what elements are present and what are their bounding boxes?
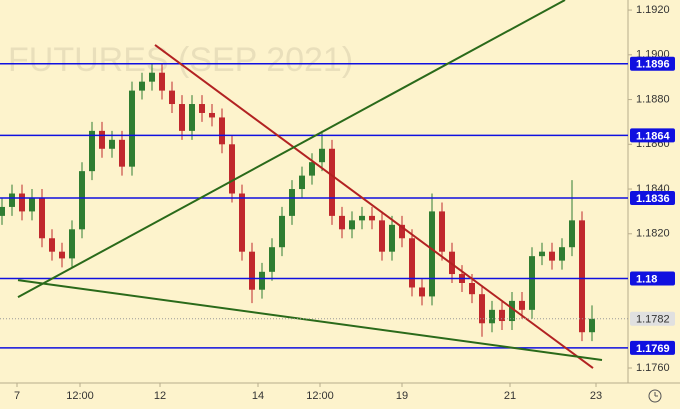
y-tick-label: 1.1820 bbox=[636, 228, 670, 240]
level-label: 1.18 bbox=[636, 273, 657, 285]
candle-body bbox=[49, 238, 55, 252]
candle-body bbox=[79, 171, 85, 230]
candle-body bbox=[219, 117, 225, 145]
candle-body bbox=[269, 247, 275, 272]
candle-body bbox=[489, 309, 495, 324]
y-tick-label: 1.1880 bbox=[636, 93, 670, 105]
level-label-box bbox=[630, 128, 675, 143]
level-label: 1.1896 bbox=[636, 59, 670, 71]
candle-body bbox=[389, 224, 395, 252]
x-tick-label: 14 bbox=[252, 390, 264, 402]
candle-body bbox=[109, 139, 115, 149]
y-tick-label: 1.1760 bbox=[636, 362, 670, 374]
candle-body bbox=[259, 271, 265, 290]
candle-body bbox=[499, 309, 505, 322]
candle-body bbox=[179, 104, 185, 131]
level-label: 1.1769 bbox=[636, 343, 670, 355]
candle-body bbox=[149, 72, 155, 82]
candle-body bbox=[119, 139, 125, 167]
settings-icon[interactable] bbox=[648, 389, 662, 403]
candle-body bbox=[189, 104, 195, 131]
candle-body bbox=[339, 215, 345, 230]
candle-body bbox=[439, 211, 445, 252]
trend-line bbox=[17, 0, 566, 298]
candle-body bbox=[59, 251, 65, 259]
x-tick-label: 21 bbox=[504, 390, 516, 402]
candle-body bbox=[159, 72, 165, 91]
candle-body bbox=[19, 193, 25, 212]
x-tick-label: 7 bbox=[14, 390, 20, 402]
candle-body bbox=[379, 220, 385, 252]
candle-body bbox=[479, 294, 485, 324]
candle-body bbox=[569, 220, 575, 248]
candle-body bbox=[199, 104, 205, 113]
candle-body bbox=[299, 175, 305, 190]
candle-body bbox=[399, 224, 405, 239]
watermark: FUTURES (SEP 2021) bbox=[8, 41, 353, 79]
x-tick-label: 19 bbox=[396, 390, 408, 402]
x-tick-label: 12:00 bbox=[306, 390, 334, 402]
candle-body bbox=[369, 215, 375, 221]
candle-body bbox=[209, 112, 215, 118]
candle-body bbox=[359, 215, 365, 221]
candle-body bbox=[69, 229, 75, 259]
last-price-box bbox=[630, 311, 675, 326]
x-tick-label: 12 bbox=[154, 390, 166, 402]
candle-body bbox=[29, 197, 35, 212]
candle-body bbox=[519, 300, 525, 310]
candle-body bbox=[579, 220, 585, 333]
level-label: 1.1836 bbox=[636, 193, 670, 205]
candle-body bbox=[229, 144, 235, 194]
trend-line bbox=[154, 44, 594, 369]
candle-body bbox=[559, 247, 565, 261]
candle-body bbox=[329, 148, 335, 216]
candle-body bbox=[279, 215, 285, 248]
candle-body bbox=[529, 256, 535, 310]
last-price-label: 1.1782 bbox=[636, 314, 670, 326]
candle-body bbox=[509, 300, 515, 322]
candle-body bbox=[39, 197, 45, 239]
candle-body bbox=[549, 251, 555, 261]
candle-body bbox=[99, 130, 105, 149]
candle-body bbox=[9, 193, 15, 207]
candle-body bbox=[429, 211, 435, 297]
candle-body bbox=[589, 318, 595, 333]
candle-body bbox=[0, 206, 5, 216]
candle-body bbox=[129, 90, 135, 167]
level-label-box bbox=[630, 56, 675, 71]
candle-body bbox=[239, 193, 245, 252]
candle-body bbox=[289, 189, 295, 216]
y-tick-label: 1.1920 bbox=[636, 4, 670, 16]
x-tick-label: 12:00 bbox=[66, 390, 94, 402]
candle-body bbox=[249, 251, 255, 290]
level-label: 1.1864 bbox=[636, 130, 671, 142]
candle-body bbox=[539, 251, 545, 257]
level-label-box bbox=[630, 271, 675, 286]
level-label-box bbox=[630, 190, 675, 205]
candle-body bbox=[419, 287, 425, 297]
candle-body bbox=[309, 162, 315, 176]
candle-body bbox=[469, 282, 475, 295]
candle-body bbox=[89, 130, 95, 172]
candle-body bbox=[409, 238, 415, 288]
candle-body bbox=[169, 90, 175, 105]
candle-body bbox=[319, 148, 325, 163]
trend-line bbox=[17, 279, 603, 361]
candle-body bbox=[349, 220, 355, 230]
candle-body bbox=[139, 81, 145, 91]
level-label-box bbox=[630, 340, 675, 355]
x-tick-label: 23 bbox=[590, 390, 602, 402]
